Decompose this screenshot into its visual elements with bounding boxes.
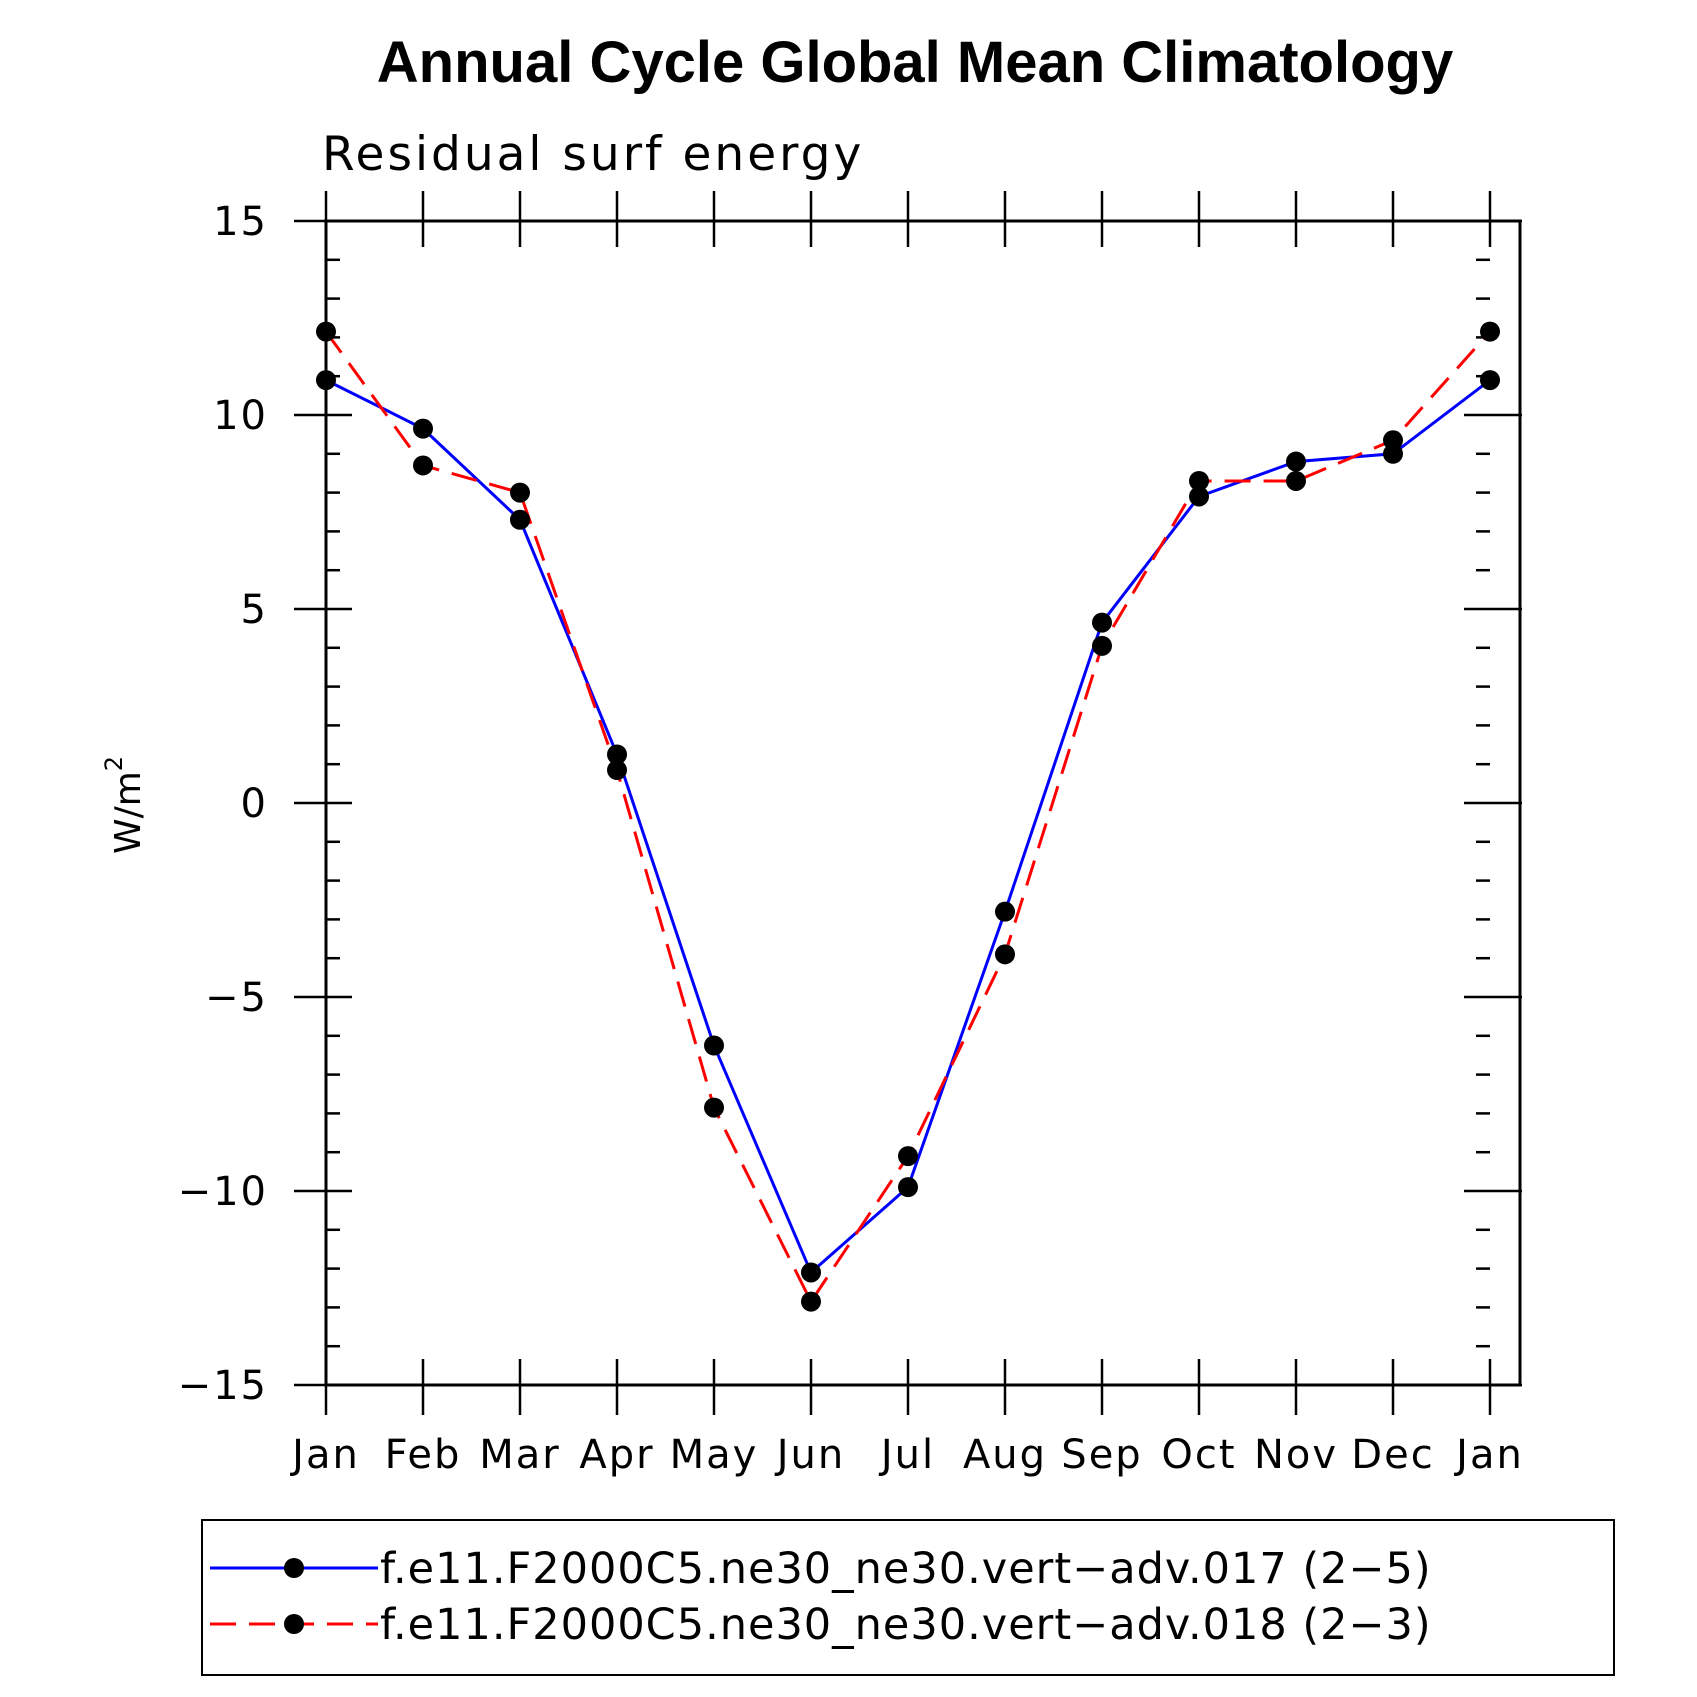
chart-title: Annual Cycle Global Mean Climatology bbox=[377, 30, 1453, 95]
legend-marker-2 bbox=[284, 1614, 304, 1634]
y-tick-label: −5 bbox=[205, 975, 268, 1021]
data-point-series-2 bbox=[1189, 470, 1209, 491]
data-point-series-2 bbox=[801, 1291, 821, 1312]
y-tick-label: −10 bbox=[178, 1169, 268, 1215]
x-tick-label: May bbox=[670, 1432, 759, 1478]
y-tick-label: 15 bbox=[213, 199, 268, 245]
tick-labels: −15 −10 −5 0 5 10 15 Jan Feb Mar Apr May Jun Jul Aug Se… bbox=[178, 199, 1524, 1478]
data-point-series-2 bbox=[413, 455, 433, 476]
y-axis-label-text: W/m bbox=[108, 771, 149, 854]
data-point-series-1 bbox=[413, 418, 433, 439]
x-tick-label: Jan bbox=[1453, 1432, 1524, 1478]
y-tick-label: −15 bbox=[178, 1363, 268, 1409]
axis-ticks bbox=[294, 191, 1522, 1415]
data-point-series-2 bbox=[995, 944, 1015, 965]
data-point-series-2 bbox=[607, 760, 627, 781]
x-tick-label: Jul bbox=[878, 1432, 935, 1478]
x-tick-label: Jun bbox=[774, 1432, 846, 1478]
legend-marker-1 bbox=[284, 1558, 304, 1578]
data-point-series-1 bbox=[801, 1262, 821, 1283]
legend-label-1: f.e11.F2000C5.ne30_ne30.vert−adv.017 (2−… bbox=[380, 1544, 1432, 1594]
data-point-series-2 bbox=[1286, 470, 1306, 491]
data-point-series-1 bbox=[1189, 486, 1209, 507]
y-axis-label: W/m2 bbox=[100, 756, 149, 854]
legend: f.e11.F2000C5.ne30_ne30.vert−adv.017 (2−… bbox=[201, 1519, 1615, 1676]
data-point-series-1 bbox=[607, 744, 627, 765]
x-tick-label: Nov bbox=[1254, 1432, 1338, 1478]
data-point-series-1 bbox=[1480, 370, 1500, 391]
plot-frame bbox=[324, 219, 1522, 1387]
data-point-series-1 bbox=[995, 901, 1015, 922]
data-point-series-2 bbox=[510, 482, 530, 503]
legend-box bbox=[201, 1519, 1615, 1676]
svg-text:W/m2: W/m2 bbox=[100, 756, 149, 854]
legend-label-2: f.e11.F2000C5.ne30_ne30.vert−adv.018 (2−… bbox=[380, 1600, 1432, 1650]
series-line-1 bbox=[325, 378, 1491, 1275]
x-tick-label: Mar bbox=[479, 1432, 560, 1478]
x-tick-label: Sep bbox=[1061, 1432, 1142, 1478]
x-tick-label: Apr bbox=[579, 1432, 654, 1478]
data-point-series-2 bbox=[898, 1146, 918, 1167]
x-tick-label: Jan bbox=[289, 1432, 360, 1478]
y-axis-label-superscript: 2 bbox=[100, 756, 128, 771]
x-tick-label: Dec bbox=[1351, 1432, 1434, 1478]
y-tick-label: 0 bbox=[241, 781, 268, 827]
y-tick-label: 10 bbox=[213, 393, 268, 439]
data-point-series-1 bbox=[704, 1035, 724, 1056]
data-point-series-1 bbox=[898, 1177, 918, 1198]
data-point-series-2 bbox=[704, 1097, 724, 1118]
x-tick-label: Oct bbox=[1161, 1432, 1236, 1478]
x-tick-label: Aug bbox=[963, 1432, 1047, 1478]
x-tick-label: Feb bbox=[385, 1432, 462, 1478]
data-point-series-2 bbox=[1092, 635, 1112, 656]
chart-subtitle: Residual surf energy bbox=[322, 127, 864, 182]
series-layer bbox=[316, 321, 1500, 1312]
y-tick-label: 5 bbox=[241, 587, 268, 633]
data-point-series-1 bbox=[510, 509, 530, 530]
data-point-series-2 bbox=[1383, 430, 1403, 451]
data-point-series-1 bbox=[1286, 451, 1306, 472]
data-point-series-2 bbox=[1480, 321, 1500, 342]
data-point-series-1 bbox=[1092, 612, 1112, 633]
